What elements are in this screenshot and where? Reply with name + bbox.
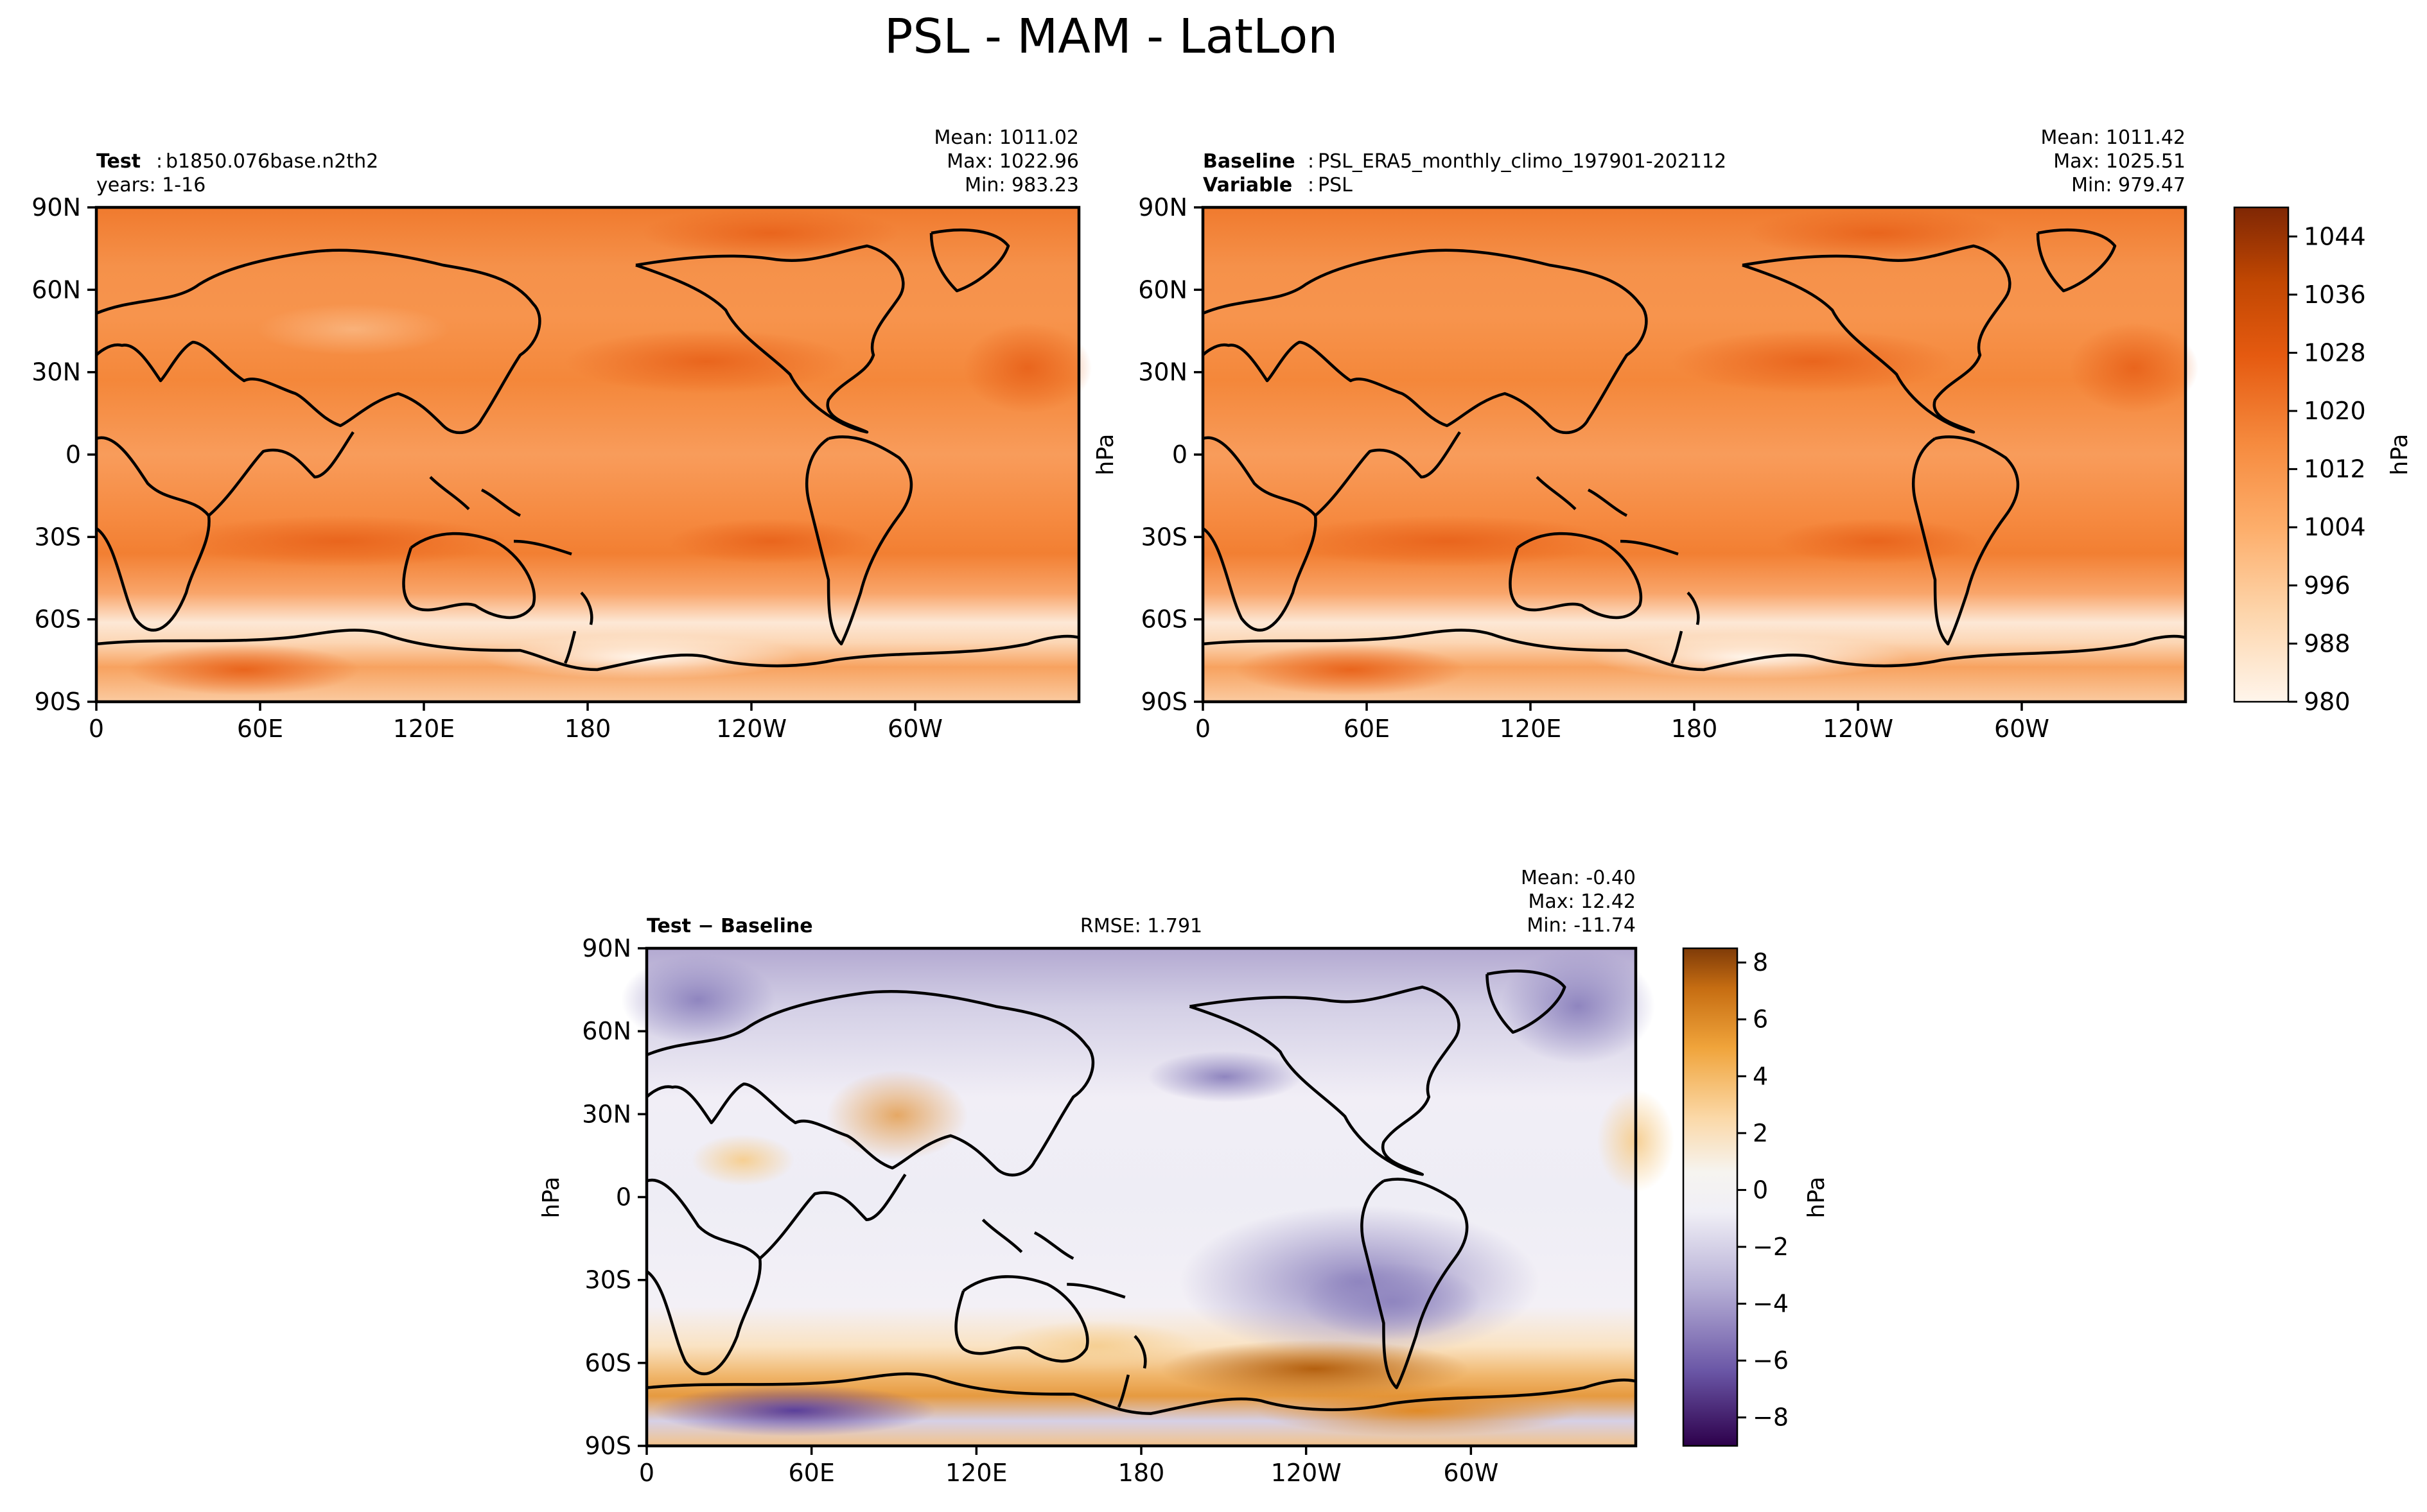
baseline-variable-sep: : — [1308, 174, 1314, 196]
baseline-ytick-label: 90S — [1141, 688, 1187, 716]
test-max: Max: 1022.96 — [947, 150, 1079, 173]
baseline-xtick-label: 120E — [1500, 715, 1562, 743]
test-label-sep: : — [156, 150, 162, 173]
colorbar-diff-tick-label: 8 — [1753, 948, 1768, 977]
baseline-xtick-label: 60W — [1994, 715, 2049, 743]
colorbar-diff-tick-label: 6 — [1753, 1005, 1768, 1034]
baseline-ytick-label: 60N — [1138, 275, 1187, 304]
test-ytick-label: 0 — [66, 440, 81, 469]
test-ytick-label: 60N — [31, 275, 81, 304]
colorbar-diff-tick-label: 2 — [1753, 1119, 1768, 1147]
test-label-bold: Test — [96, 150, 141, 173]
baseline-ytick-label: 90N — [1138, 193, 1187, 222]
colorbar-diff-tick-label: 4 — [1753, 1062, 1768, 1090]
colorbar-psl-tick-label: 1028 — [2304, 338, 2366, 367]
test-ytick-label: 60S — [35, 605, 81, 634]
colorbar-psl-tick-label: 996 — [2304, 571, 2351, 600]
colorbar-psl-tick-label: 980 — [2304, 688, 2351, 716]
diff-mean: Mean: -0.40 — [1521, 867, 1636, 889]
baseline-map-field — [1203, 207, 2186, 702]
figure-title: PSL - MAM - LatLon — [884, 9, 1338, 64]
test-map-field — [96, 207, 1079, 702]
baseline-ytick-label: 0 — [1172, 440, 1187, 469]
diff-label-bold: Test − Baseline — [647, 915, 813, 937]
test-label: b1850.076base.n2th2 — [166, 150, 378, 173]
colorbar-psl-label: hPa — [2387, 434, 2413, 476]
baseline-ytick-label: 30N — [1138, 358, 1187, 387]
diff-xtick-label: 0 — [639, 1459, 654, 1487]
colorbar-psl-tick-label: 988 — [2304, 629, 2351, 657]
colorbar-psl-tick-label: 1036 — [2304, 281, 2366, 309]
baseline-xtick-label: 0 — [1195, 715, 1211, 743]
test-min: Min: 983.23 — [965, 174, 1079, 196]
test-xtick-label: 180 — [565, 715, 611, 743]
diff-rmse: RMSE: 1.791 — [1080, 915, 1202, 937]
colorbar-diff-tick-label: 0 — [1753, 1176, 1768, 1204]
colorbar-diff-tick-label: −2 — [1753, 1233, 1789, 1261]
colorbar-psl-tick-label: 1044 — [2304, 222, 2366, 250]
diff-xtick-label: 120W — [1271, 1459, 1342, 1487]
colorbar-psl-tick-label: 1012 — [2304, 455, 2366, 483]
diff-ytick-label: 0 — [616, 1183, 631, 1212]
baseline-variable: PSL — [1318, 174, 1353, 196]
test-years: years: 1-16 — [96, 174, 206, 196]
colorbar-psl: 980 988 996 1004 1012 1020 1028 1036 1044 — [2233, 206, 2366, 716]
colorbar-diff: 8 6 4 2 0 −2 −4 −6 −8 — [1682, 947, 1789, 1447]
diff-ytick-label: 30S — [585, 1266, 631, 1294]
baseline-xtick-label: 60E — [1344, 715, 1390, 743]
test-xtick-label: 60E — [237, 715, 283, 743]
diff-ytick-label: 60N — [582, 1017, 631, 1045]
diff-ytick-label: 60S — [585, 1349, 631, 1377]
colorbar-psl-tick-label: 1020 — [2304, 397, 2366, 425]
baseline-ylabel: hPa — [1092, 434, 1119, 476]
diff-ytick-label: 30N — [582, 1100, 631, 1128]
diff-ylabel: hPa — [538, 1177, 565, 1219]
test-ytick-label: 30S — [35, 523, 81, 551]
test-xtick-label: 120W — [716, 715, 787, 743]
panel-diff — [621, 946, 1674, 1448]
baseline-max: Max: 1025.51 — [2053, 150, 2186, 173]
colorbar-diff-tick-label: −4 — [1753, 1290, 1789, 1318]
colorbar-diff-tick-label: −8 — [1753, 1403, 1789, 1432]
baseline-min: Min: 979.47 — [2071, 174, 2186, 196]
baseline-label-sep: : — [1308, 150, 1314, 173]
baseline-variable-bold: Variable — [1203, 174, 1292, 196]
baseline-ytick-label: 30S — [1141, 523, 1187, 551]
test-mean: Mean: 1011.02 — [934, 126, 1079, 149]
baseline-label: PSL_ERA5_monthly_climo_197901-202112 — [1318, 150, 1726, 173]
diff-ytick-label: 90N — [582, 934, 631, 962]
diff-min: Min: -11.74 — [1527, 914, 1636, 937]
colorbar-diff-label: hPa — [1803, 1177, 1830, 1219]
baseline-xtick-label: 120W — [1823, 715, 1893, 743]
test-xtick-label: 0 — [89, 715, 104, 743]
panel-test — [94, 205, 1092, 704]
baseline-label-bold: Baseline — [1203, 150, 1295, 173]
baseline-xtick-label: 180 — [1671, 715, 1718, 743]
test-ytick-label: 90S — [35, 688, 81, 716]
diff-xtick-label: 180 — [1118, 1459, 1165, 1487]
baseline-mean: Mean: 1011.42 — [2041, 126, 2186, 149]
colorbar-diff-tick-label: −6 — [1753, 1346, 1789, 1375]
test-xtick-label: 120E — [393, 715, 455, 743]
diff-xtick-label: 60W — [1443, 1459, 1498, 1487]
diff-xtick-label: 120E — [945, 1459, 1008, 1487]
test-ytick-label: 30N — [31, 358, 81, 387]
diff-xtick-label: 60E — [788, 1459, 834, 1487]
panel-baseline — [1201, 205, 2198, 704]
test-xtick-label: 60W — [888, 715, 943, 743]
test-ytick-label: 90N — [31, 193, 81, 222]
diff-map-field — [647, 948, 1636, 1446]
baseline-ytick-label: 60S — [1141, 605, 1187, 634]
diff-ytick-label: 90S — [585, 1432, 631, 1460]
diff-max: Max: 12.42 — [1528, 891, 1636, 913]
colorbar-psl-tick-label: 1004 — [2304, 513, 2366, 541]
